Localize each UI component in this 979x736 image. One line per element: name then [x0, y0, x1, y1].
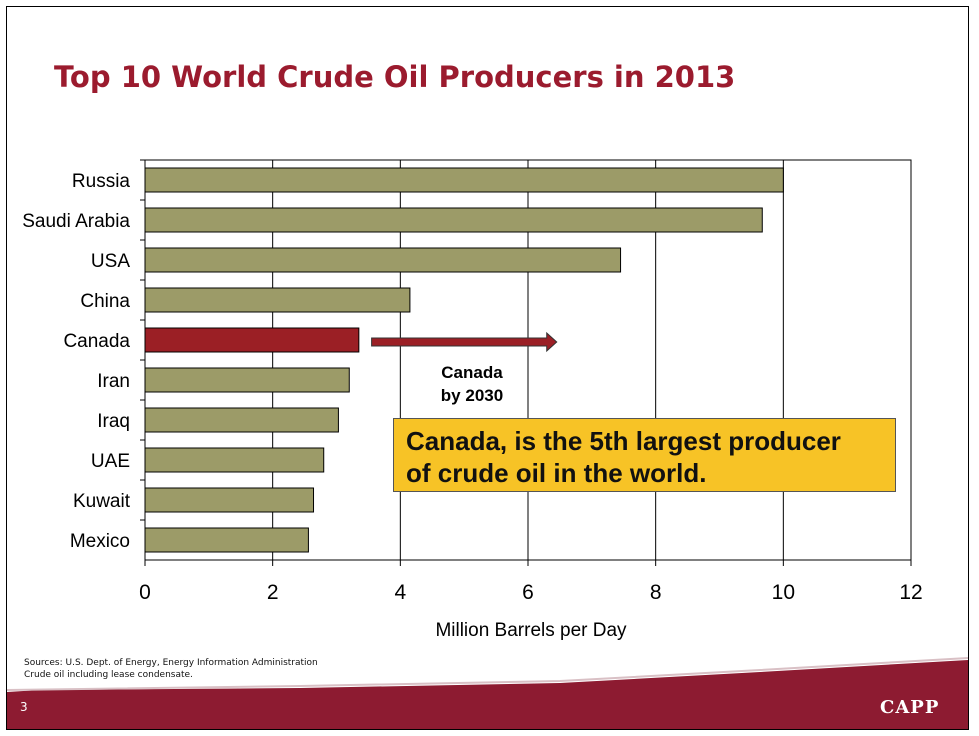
category-label: China [80, 291, 130, 312]
bar-mexico [144, 527, 309, 553]
bar-russia [144, 167, 784, 193]
sources-note: Sources: U.S. Dept. of Energy, Energy In… [24, 657, 318, 681]
page-number: 3 [20, 700, 28, 714]
sources-line-1: Sources: U.S. Dept. of Energy, Energy In… [24, 658, 318, 668]
x-tick-labels: 0 2 4 6 8 10 12 [139, 581, 923, 604]
capp-logo: CAPP [880, 697, 940, 718]
category-label: Canada [63, 331, 130, 352]
x-tick-label: 12 [899, 581, 922, 604]
x-tick-label: 8 [650, 581, 662, 604]
footer-band [7, 660, 968, 729]
x-tick-label: 0 [139, 581, 151, 604]
category-label: Saudi Arabia [22, 211, 130, 232]
arrow-label-line-2: by 2030 [441, 386, 503, 405]
category-label: Mexico [70, 531, 130, 552]
bar-iraq [144, 407, 339, 433]
bar-saudi-arabia [144, 207, 763, 233]
x-tick-label: 6 [522, 581, 534, 604]
x-tick-label: 10 [772, 581, 795, 604]
sources-line-2: Crude oil including lease condensate. [24, 670, 193, 680]
bar-canada [144, 327, 360, 353]
x-tick-label: 4 [394, 581, 406, 604]
arrow-label-line-1: Canada [441, 363, 503, 382]
category-label: Iran [97, 371, 130, 392]
bars-group [144, 167, 784, 553]
bar-kuwait [144, 487, 315, 513]
bar-iran [144, 367, 350, 393]
callout-box: Canada, is the 5th largest producer of c… [393, 418, 896, 492]
category-label: UAE [91, 451, 130, 472]
x-tick-label: 2 [267, 581, 279, 604]
arrow-shape [371, 331, 558, 353]
bar-usa [144, 247, 622, 273]
category-labels: Russia Saudi Arabia USA China Canada Iran Iraq… [22, 159, 145, 552]
category-label: Russia [72, 171, 131, 192]
category-label: Iraq [97, 411, 130, 432]
footer-band-highlight [6, 657, 969, 691]
callout-line-2: of crude oil in the world. [406, 458, 707, 488]
x-axis-label: Million Barrels per Day [435, 620, 627, 641]
bar-uae [144, 447, 325, 473]
callout-line-1: Canada, is the 5th largest producer [406, 426, 841, 456]
canada-2030-arrow [371, 331, 558, 353]
category-label: Kuwait [73, 491, 131, 512]
category-label: USA [91, 251, 130, 272]
slide-title: Top 10 World Crude Oil Producers in 2013 [54, 60, 736, 94]
bar-china [144, 287, 411, 313]
